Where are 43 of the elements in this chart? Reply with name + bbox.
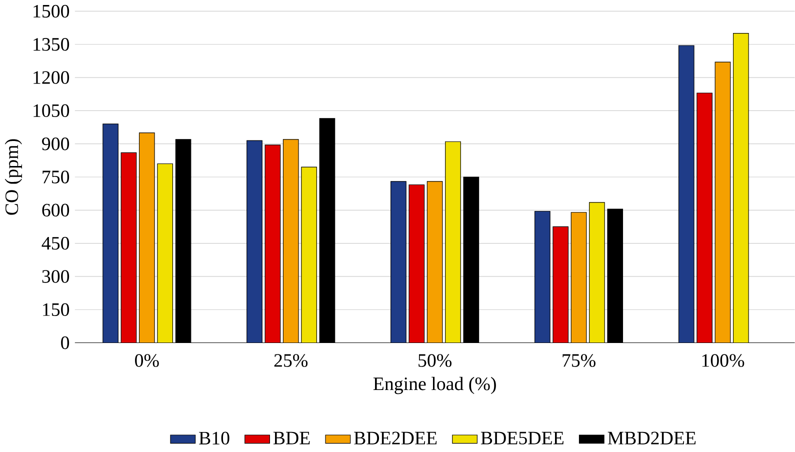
y-tick-label: 900: [42, 137, 70, 150]
x-tick-label: 50%: [418, 354, 452, 367]
bar: [570, 212, 587, 343]
legend-label: BDE5DEE: [480, 432, 564, 444]
bar: [265, 144, 280, 343]
bar: [390, 181, 406, 343]
bar: [301, 166, 317, 343]
x-axis-title: Engine load (%): [373, 376, 496, 394]
x-tick-label: 100%: [702, 354, 744, 367]
bar: [696, 92, 712, 343]
y-tick-label: 1350: [34, 38, 70, 51]
legend-label: BDE2DEE: [354, 432, 437, 444]
bar: [552, 226, 568, 343]
bar: [246, 140, 262, 343]
legend-label: MBD2DEE: [608, 432, 696, 444]
y-tick-label: 450: [42, 236, 70, 250]
bar: [445, 141, 461, 343]
y-axis-title: CO (ppm): [4, 139, 22, 215]
bar: [732, 32, 749, 343]
y-tick-label: 1050: [34, 104, 70, 117]
bar: [534, 211, 550, 343]
y-tick-label: 750: [42, 170, 70, 184]
y-tick-label: 150: [43, 303, 70, 316]
y-tick-label: 0: [61, 336, 70, 349]
bar: [121, 152, 136, 343]
bar: [409, 184, 424, 343]
bar: [102, 124, 118, 343]
x-tick-label: 75%: [562, 354, 596, 367]
x-tick-label: 0%: [135, 354, 159, 367]
bar: [589, 202, 605, 343]
y-tick-label: 600: [42, 204, 70, 216]
bar: [157, 164, 173, 343]
legend-label: BDE: [273, 432, 310, 444]
y-tick-label: 1500: [34, 4, 70, 18]
bar: [426, 180, 443, 343]
bar: [678, 45, 694, 343]
bar: [138, 132, 155, 343]
legend-label: B10: [199, 432, 230, 444]
y-tick-label: 300: [42, 270, 70, 283]
bar: [282, 138, 299, 343]
y-tick-label: 1200: [34, 71, 70, 84]
x-tick-label: 25%: [274, 354, 308, 367]
bar: [714, 62, 731, 343]
